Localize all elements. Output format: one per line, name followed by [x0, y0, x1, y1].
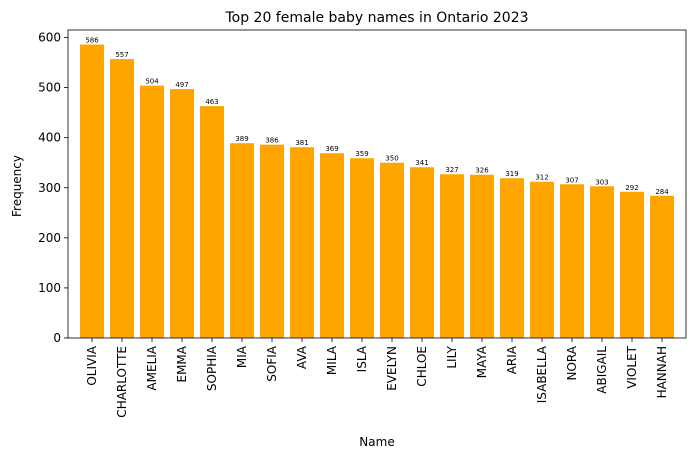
- bar-olivia: [80, 44, 104, 338]
- y-tick-label-300: 300: [38, 181, 61, 195]
- value-label-olivia: 586: [85, 37, 99, 45]
- bar-ava: [290, 147, 314, 338]
- x-tick-label-isabella: ISABELLA: [535, 345, 549, 403]
- x-tick-label-isla: ISLA: [355, 345, 369, 372]
- bar-aria: [500, 178, 524, 338]
- x-tick-label-mia: MIA: [235, 345, 249, 368]
- x-tick-label-nora: NORA: [565, 345, 579, 380]
- x-tick-label-maya: MAYA: [475, 345, 489, 378]
- bar-isabella: [530, 181, 554, 338]
- value-label-hannah: 284: [655, 188, 669, 196]
- value-label-mila: 369: [325, 145, 338, 153]
- x-tick-label-hannah: HANNAH: [655, 346, 669, 398]
- y-axis-label: Frequency: [10, 155, 24, 217]
- bar-nora: [560, 184, 584, 338]
- value-label-lily: 327: [445, 166, 458, 174]
- bar-lily: [440, 174, 464, 338]
- value-label-isabella: 312: [535, 174, 548, 182]
- bar-sofia: [260, 144, 284, 338]
- value-label-charlotte: 557: [115, 51, 128, 59]
- bars-group: [80, 44, 674, 339]
- x-tick-label-charlotte: CHARLOTTE: [115, 346, 129, 418]
- x-axis-label: Name: [359, 435, 394, 449]
- x-tick-label-mila: MILA: [325, 345, 339, 375]
- value-label-isla: 359: [355, 150, 368, 158]
- x-tick-label-sofia: SOFIA: [265, 345, 279, 382]
- y-tick-label-400: 400: [38, 131, 61, 145]
- x-tick-label-violet: VIOLET: [625, 345, 639, 388]
- bar-chloe: [410, 167, 434, 338]
- value-label-sofia: 386: [265, 137, 279, 145]
- x-tick-label-abigail: ABIGAIL: [595, 346, 609, 394]
- value-label-nora: 307: [565, 176, 578, 184]
- bar-evelyn: [380, 162, 404, 338]
- value-label-ava: 381: [295, 139, 308, 147]
- value-label-emma: 497: [175, 81, 188, 89]
- value-label-amelia: 504: [145, 78, 159, 86]
- x-tick-label-emma: EMMA: [175, 345, 189, 382]
- chart-title: Top 20 female baby names in Ontario 2023: [224, 10, 528, 26]
- x-tick-label-amelia: AMELIA: [145, 345, 159, 390]
- value-label-mia: 389: [235, 135, 248, 143]
- x-tick-label-evelyn: EVELYN: [385, 346, 399, 391]
- x-tick-label-aria: ARIA: [505, 345, 519, 374]
- value-labels-group: 586 557 504 497 463 389 386 381 369 359 350 341 327 3…: [85, 37, 669, 196]
- x-tick-label-ava: AVA: [295, 345, 309, 369]
- value-label-sophia: 463: [205, 98, 218, 106]
- bar-hannah: [650, 195, 674, 338]
- value-label-maya: 326: [475, 167, 489, 175]
- y-axis: 0 100 200 300 400 500 600: [38, 31, 68, 345]
- value-label-evelyn: 350: [385, 155, 398, 163]
- x-tick-label-chloe: CHLOE: [415, 346, 429, 387]
- y-tick-label-500: 500: [38, 81, 61, 95]
- bar-charlotte: [110, 59, 134, 339]
- bar-isla: [350, 158, 374, 338]
- bar-sophia: [200, 106, 224, 338]
- y-tick-label-100: 100: [38, 281, 61, 295]
- plot-frame: [67, 29, 687, 339]
- value-label-abigail: 303: [595, 178, 608, 186]
- bar-abigail: [590, 186, 614, 338]
- bar-violet: [620, 191, 644, 338]
- y-tick-label-0: 0: [53, 331, 61, 345]
- x-tick-label-sophia: SOPHIA: [205, 345, 219, 391]
- y-tick-label-600: 600: [38, 31, 61, 45]
- x-tick-label-lily: LILY: [445, 345, 459, 368]
- bar-maya: [470, 174, 494, 338]
- value-label-aria: 319: [505, 170, 518, 178]
- bar-emma: [170, 89, 194, 338]
- bar-mila: [320, 153, 344, 338]
- x-axis: OLIVIA CHARLOTTE AMELIA EMMA SOPHIA MIA SOFIA A…: [85, 338, 669, 418]
- bar-amelia: [140, 85, 164, 338]
- bar-mia: [230, 143, 254, 338]
- x-tick-label-olivia: OLIVIA: [85, 345, 99, 385]
- value-label-violet: 292: [625, 184, 638, 192]
- value-label-chloe: 341: [415, 159, 428, 167]
- y-tick-label-200: 200: [38, 231, 61, 245]
